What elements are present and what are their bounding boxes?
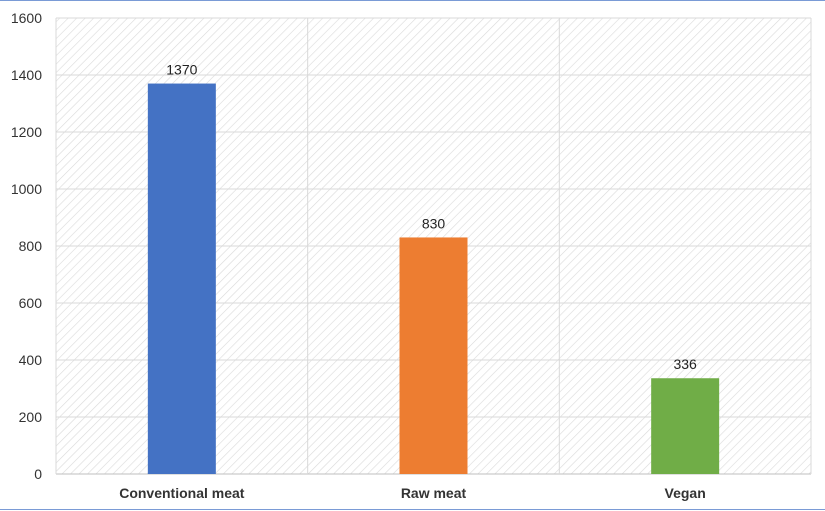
y-tick-label: 1200: [11, 124, 42, 140]
x-category-label: Vegan: [665, 485, 706, 501]
data-label: 830: [422, 215, 446, 231]
x-category-label: Raw meat: [401, 485, 467, 501]
bars: [147, 83, 720, 475]
bar-raw-meat: [399, 237, 468, 474]
data-label: 1370: [166, 62, 197, 78]
y-tick-label: 1000: [11, 181, 42, 197]
y-tick-label: 0: [34, 466, 42, 482]
y-tick-label: 1600: [11, 10, 42, 26]
bar-conventional-meat: [147, 83, 216, 475]
y-tick-label: 400: [19, 352, 43, 368]
x-axis-category-labels: Conventional meat Raw meat Vegan: [119, 485, 706, 501]
y-tick-label: 800: [19, 238, 43, 254]
y-tick-label: 600: [19, 295, 43, 311]
y-tick-label: 1400: [11, 67, 42, 83]
x-category-label: Conventional meat: [119, 485, 245, 501]
y-axis-tick-labels: 0 200 400 600 800 1000 1200 1400 1600: [11, 10, 42, 482]
data-labels: 1370 830 336: [166, 62, 697, 373]
bar-vegan: [651, 378, 720, 474]
data-label: 336: [673, 356, 697, 372]
y-tick-label: 200: [19, 409, 43, 425]
